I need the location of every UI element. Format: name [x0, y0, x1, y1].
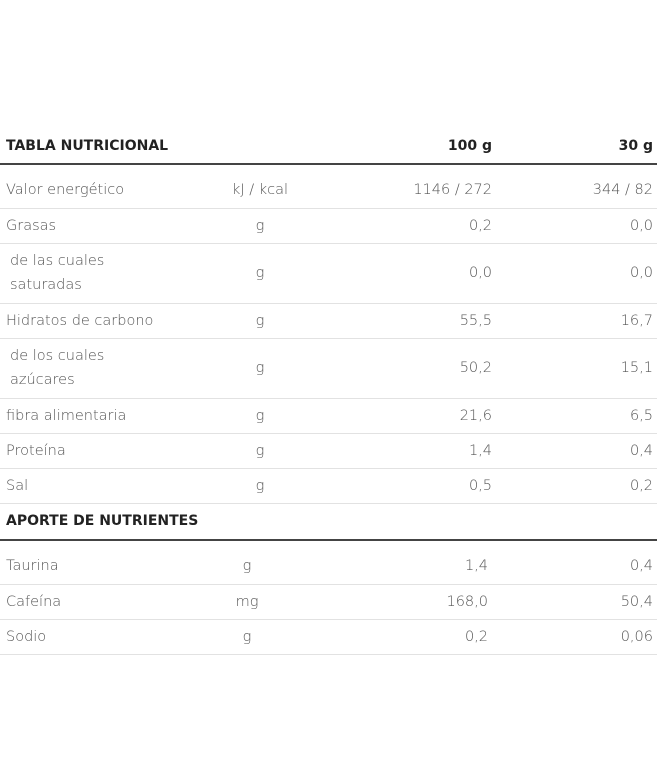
- value-100g: 0,2: [468, 217, 492, 234]
- header-30g: 30 g: [618, 137, 653, 154]
- unit: mg: [235, 593, 259, 610]
- value-100g: 1146 / 272: [413, 181, 492, 198]
- value-100g: 1,4: [464, 557, 488, 574]
- value-100g: 1,4: [468, 442, 492, 459]
- nutrient-name: Hidratos de carbono: [6, 312, 154, 329]
- row-rule: [0, 433, 657, 434]
- value-100g: 55,5: [459, 312, 492, 329]
- section-rule: [0, 539, 657, 541]
- row-rule: [0, 503, 657, 504]
- nutrient-name: Grasas: [6, 217, 57, 234]
- value-30g: 0,06: [620, 628, 653, 645]
- value-100g: 50,2: [459, 360, 492, 376]
- value-30g: 0,4: [629, 557, 653, 574]
- unit: g: [242, 557, 252, 574]
- nutrient-name: fibra alimentaria: [6, 407, 127, 424]
- row-rule: [0, 338, 657, 339]
- row-rule: [0, 303, 657, 304]
- value-30g: 0,4: [629, 442, 653, 459]
- nutrient-name: Sodio: [6, 628, 47, 645]
- row-rule: [0, 398, 657, 399]
- unit: g: [255, 312, 265, 329]
- nutrient-name: de los cuales azúcares: [10, 348, 105, 388]
- unit: g: [255, 265, 265, 281]
- unit: g: [255, 407, 265, 424]
- unit: kJ / kcal: [231, 181, 289, 198]
- value-30g: 16,7: [620, 312, 653, 329]
- row-rule: [0, 619, 657, 620]
- value-30g: 0,0: [629, 265, 653, 281]
- value-100g: 0,2: [464, 628, 488, 645]
- row-rule: [0, 654, 657, 655]
- value-30g: 50,4: [620, 593, 653, 610]
- value-30g: 0,0: [629, 217, 653, 234]
- nutrient-name: de las cuales saturadas: [10, 253, 105, 293]
- unit: g: [242, 628, 252, 645]
- value-30g: 344 / 82: [592, 181, 653, 198]
- nutrient-name: Sal: [6, 477, 29, 494]
- unit: g: [255, 360, 265, 376]
- row-rule: [0, 208, 657, 209]
- row-rule: [0, 468, 657, 469]
- value-30g: 15,1: [620, 360, 653, 376]
- unit: g: [255, 217, 265, 234]
- unit: g: [255, 477, 265, 494]
- header-rule: [0, 163, 657, 165]
- value-100g: 21,6: [459, 407, 492, 424]
- value-30g: 6,5: [629, 407, 653, 424]
- value-100g: 0,5: [468, 477, 492, 494]
- unit: g: [255, 442, 265, 459]
- row-rule: [0, 243, 657, 244]
- header-100g: 100 g: [447, 137, 492, 154]
- nutrient-name: Proteína: [6, 442, 66, 459]
- nutrient-name: Cafeína: [6, 593, 62, 610]
- value-30g: 0,2: [629, 477, 653, 494]
- section-title: APORTE DE NUTRIENTES: [6, 513, 199, 529]
- row-rule: [0, 584, 657, 585]
- value-100g: 168,0: [446, 593, 488, 610]
- nutrient-name: Taurina: [6, 557, 59, 574]
- header-title: TABLA NUTRICIONAL: [6, 137, 169, 154]
- value-100g: 0,0: [468, 265, 492, 281]
- nutrient-name: Valor energético: [6, 181, 125, 198]
